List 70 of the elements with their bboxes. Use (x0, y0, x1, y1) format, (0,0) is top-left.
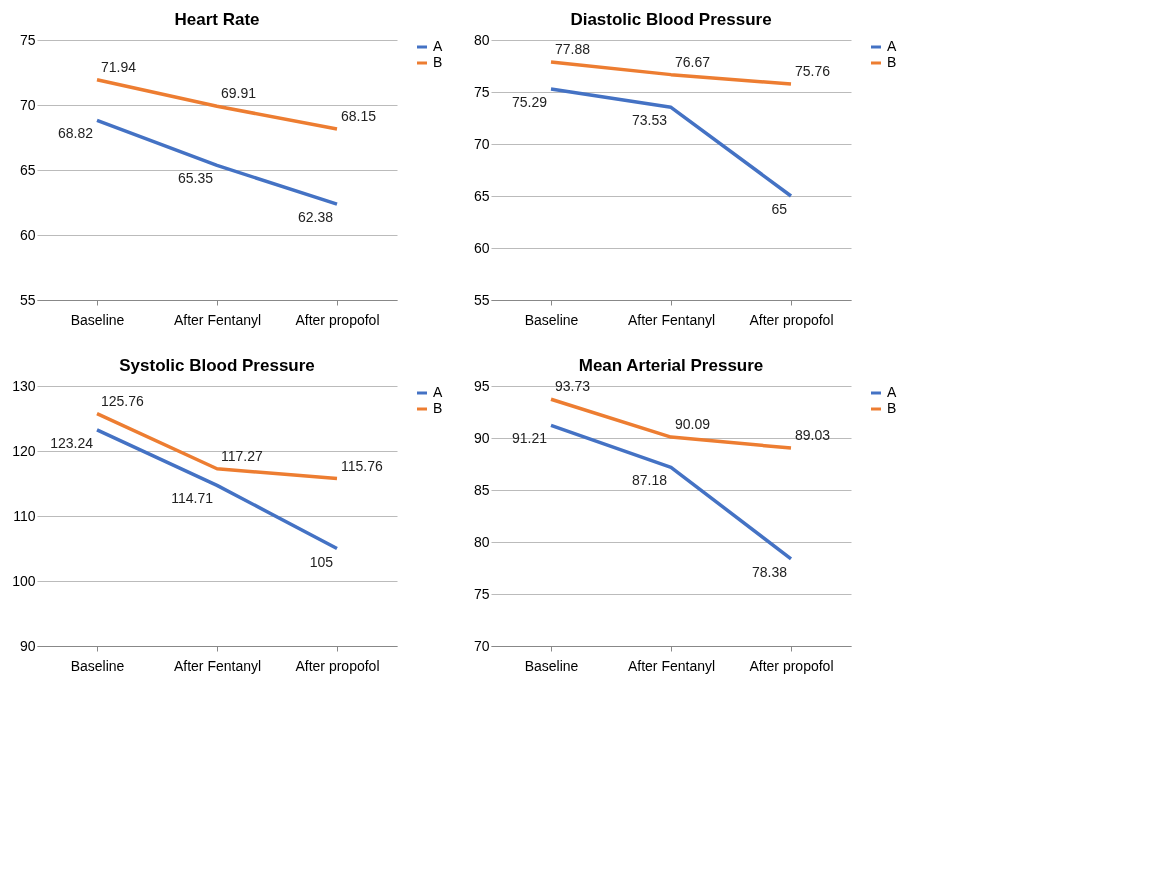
y-tick-label: 75 (19, 31, 36, 48)
x-tick-label: Baseline (70, 657, 125, 674)
data-label: 89.03 (795, 427, 831, 444)
x-tick-label: After propofol (749, 657, 834, 674)
x-tick-label: After Fentanyl (627, 657, 716, 674)
x-tick-label: Baseline (524, 311, 579, 328)
data-label: 93.73 (555, 378, 591, 395)
data-label: 114.71 (171, 490, 214, 507)
x-tick-label: After Fentanyl (173, 311, 262, 328)
data-label: 65 (771, 201, 788, 217)
y-tick-label: 70 (473, 637, 490, 654)
x-tick-label: After propofol (295, 311, 380, 328)
data-label: 125.76 (101, 392, 145, 409)
y-tick-label: 55 (473, 291, 490, 308)
data-label: 105 (309, 553, 334, 570)
y-tick-label: 75 (473, 83, 490, 100)
chart-title: Heart Rate (174, 10, 260, 29)
data-label: 69.91 (221, 85, 257, 102)
y-tick-label: 65 (19, 161, 36, 178)
data-label: 87.18 (631, 472, 668, 489)
legend-label: A (433, 384, 443, 400)
data-label: 90.09 (675, 416, 711, 433)
y-tick-label: 80 (473, 533, 490, 550)
legend-label: A (887, 38, 897, 54)
y-tick-label: 100 (12, 572, 36, 589)
data-label: 68.82 (57, 125, 94, 142)
data-label: 77.88 (555, 41, 591, 58)
data-label: 73.53 (631, 112, 668, 129)
y-tick-label: 60 (473, 239, 490, 256)
y-tick-label: 80 (473, 31, 490, 48)
chart-title: Diastolic Blood Pressure (570, 10, 772, 29)
legend-label: B (887, 54, 897, 70)
data-label: 71.94 (101, 58, 137, 75)
data-label: 65.35 (177, 170, 214, 187)
legend-label: B (433, 54, 443, 70)
data-label: 91.21 (511, 430, 548, 447)
legend-label: B (887, 400, 897, 416)
data-label: 115.76 (341, 457, 383, 474)
y-tick-label: 120 (12, 442, 36, 459)
data-label: 78.38 (751, 563, 788, 580)
data-label: 76.67 (675, 53, 711, 70)
y-tick-label: 85 (473, 481, 490, 498)
x-tick-label: After propofol (295, 657, 380, 674)
x-tick-label: Baseline (70, 311, 125, 328)
legend-label: A (887, 384, 897, 400)
data-label: 68.15 (341, 108, 377, 125)
data-label: 75.76 (795, 63, 831, 80)
chart-title: Mean Arterial Pressure (578, 356, 764, 375)
data-label: 75.29 (511, 93, 548, 110)
y-tick-label: 110 (13, 507, 36, 524)
data-label: 62.38 (297, 209, 334, 226)
x-tick-label: Baseline (524, 657, 579, 674)
y-tick-label: 70 (19, 96, 36, 113)
y-tick-label: 70 (473, 135, 490, 152)
y-tick-label: 95 (473, 377, 490, 394)
y-tick-label: 75 (473, 585, 490, 602)
y-tick-label: 55 (19, 291, 36, 308)
data-label: 123.24 (50, 434, 94, 451)
chart-title: Systolic Blood Pressure (119, 356, 315, 375)
legend-label: A (433, 38, 443, 54)
x-tick-label: After Fentanyl (627, 311, 716, 328)
y-tick-label: 90 (473, 429, 490, 446)
y-tick-label: 60 (19, 226, 36, 243)
y-tick-label: 65 (473, 187, 490, 204)
data-label: 117.27 (221, 447, 263, 464)
y-tick-label: 130 (12, 377, 36, 394)
y-tick-label: 90 (19, 637, 36, 654)
x-tick-label: After propofol (749, 311, 834, 328)
x-tick-label: After Fentanyl (173, 657, 262, 674)
legend-label: B (433, 400, 443, 416)
